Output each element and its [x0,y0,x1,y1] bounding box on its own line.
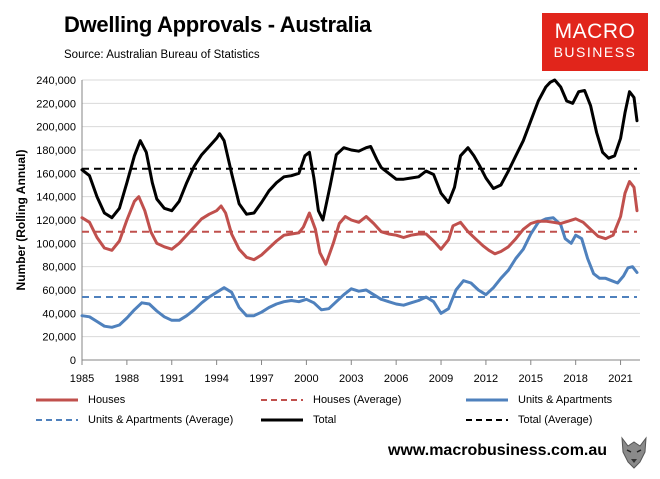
x-tick-label: 2003 [339,373,363,385]
legend-item: Houses [34,392,125,408]
y-tick-label: 60,000 [42,285,76,297]
legend-label: Houses [88,394,126,406]
logo-line-2: BUSINESS [553,44,637,60]
x-tick-label: 1985 [70,373,94,385]
legend-swatch [261,399,303,401]
legend-swatch [261,418,303,422]
legend-label: Houses (Average) [313,394,402,406]
y-tick-label: 0 [70,355,76,367]
legend-swatch [36,419,78,421]
page-title: Dwelling Approvals - Australia [64,12,372,37]
legend-swatch [466,398,508,402]
x-tick-label: 1994 [204,373,228,385]
x-tick-label: 2006 [384,373,408,385]
y-tick-label: 100,000 [36,238,76,250]
y-tick-label: 120,000 [36,215,76,227]
x-tick-label: 1997 [249,373,273,385]
x-tick-label: 1988 [115,373,139,385]
y-tick-label: 220,000 [36,98,76,110]
logo-line-1: MACRO [554,20,636,43]
legend-item: Houses (Average) [259,392,401,408]
footer-url: www.macrobusiness.com.au [388,442,608,459]
series-line-houses [80,180,639,266]
chart-legend: Houses Houses (Average) Units & Apartments… [34,392,634,432]
x-tick-label: 2000 [294,373,318,385]
y-tick-label: 200,000 [36,122,76,134]
series-line-units-apartments [80,216,639,329]
y-axis-title: Number (Rolling Annual) [14,150,28,291]
line-chart: 0 20,000 40,000 60,000 80,000 100,000 120,000 1… [14,75,640,385]
legend-item: Units & Apartments [464,392,612,408]
legend-label: Units & Apartments (Average) [88,414,234,426]
x-tick-label: 2021 [608,373,632,385]
legend-swatch [36,398,78,402]
x-tick-label: 2018 [563,373,587,385]
x-tick-label: 2009 [429,373,453,385]
y-tick-label: 80,000 [42,262,76,274]
y-tick-label: 180,000 [36,145,76,157]
y-tick-label: 140,000 [36,192,76,204]
y-tick-label: 240,000 [36,75,76,87]
x-tick-label: 1991 [160,373,184,385]
macrobusiness-logo: MACRO BUSINESS [542,13,648,71]
x-tick-label: 2015 [519,373,543,385]
y-tick-label: 160,000 [36,168,76,180]
legend-item: Total (Average) [464,412,592,428]
legend-item: Units & Apartments (Average) [34,412,233,428]
source-note: Source: Australian Bureau of Statistics [64,49,260,61]
y-tick-label: 40,000 [42,308,76,320]
x-tick-label: 2012 [474,373,498,385]
legend-item: Total [259,412,336,428]
y-tick-label: 20,000 [42,332,76,344]
wolf-logo-icon [618,432,650,470]
series-line-total [80,78,639,222]
legend-swatch [466,419,508,421]
legend-label: Units & Apartments [518,394,613,406]
legend-label: Total [313,414,337,426]
legend-label: Total (Average) [518,414,593,426]
